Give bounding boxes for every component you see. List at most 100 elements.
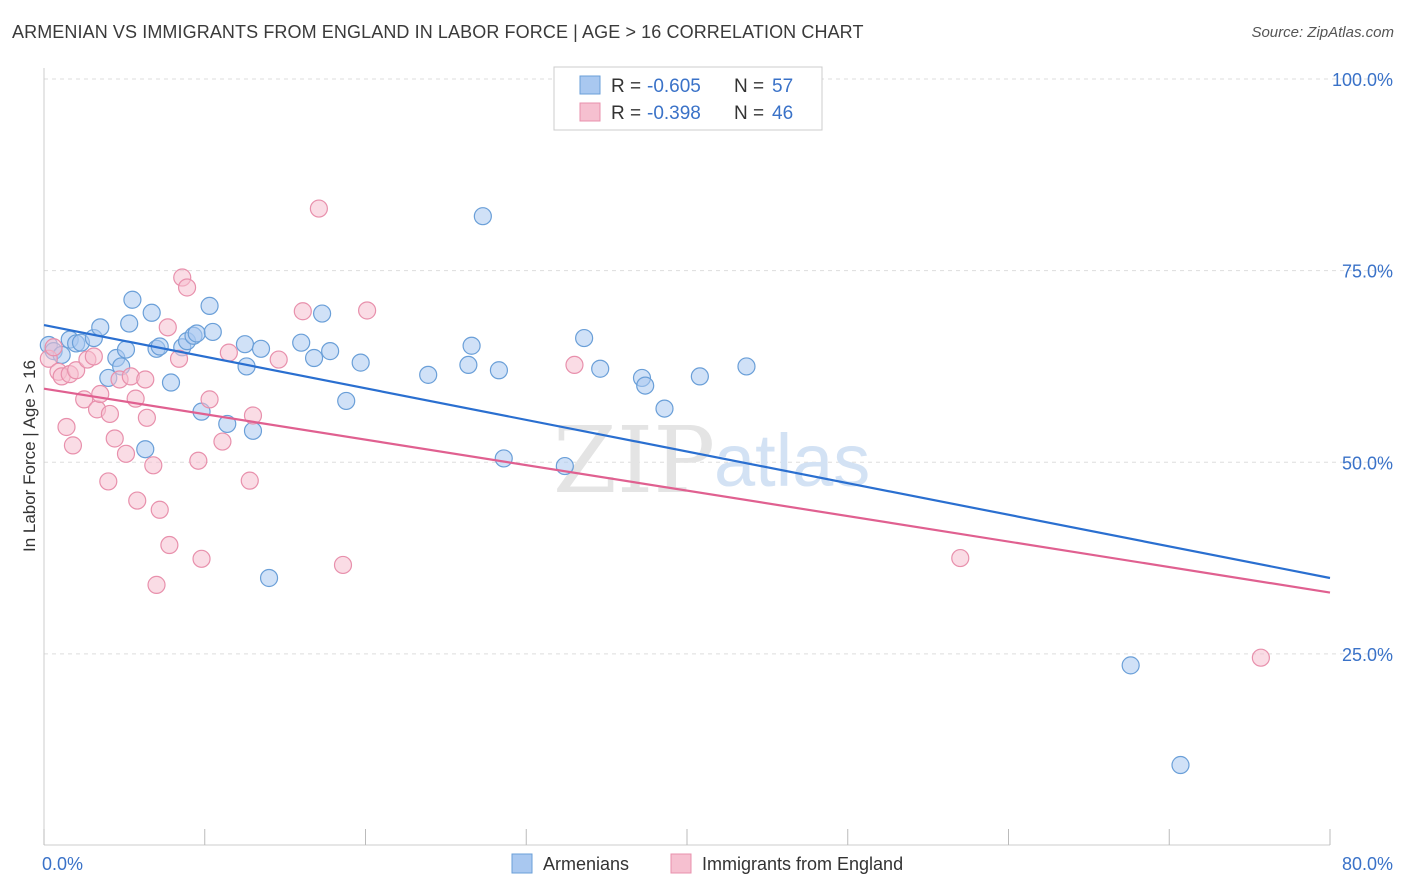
armenians-point	[116, 340, 136, 359]
y-tick-label: 50.0%	[1342, 453, 1393, 473]
armenians-point	[575, 328, 594, 348]
watermark: ZIP atlas	[553, 407, 870, 514]
armenians-point	[292, 333, 311, 352]
series-england-points	[39, 199, 1270, 667]
armenians-point	[200, 296, 219, 315]
armenians-point	[312, 304, 332, 323]
england-point	[84, 347, 103, 366]
armenians-point	[203, 322, 222, 342]
armenians-point	[351, 353, 370, 372]
trendline-england	[43, 387, 1331, 594]
armenians-point	[259, 568, 279, 588]
stats-swatch-england	[579, 102, 601, 122]
y-tick-labels: 25.0% 50.0% 75.0% 100.0%	[1332, 70, 1393, 665]
armenians-point	[489, 361, 509, 380]
england-point	[128, 491, 147, 510]
england-point	[333, 555, 353, 575]
england-point	[137, 408, 156, 427]
stats-r-value-2: -0.398	[647, 103, 701, 124]
y-tick-label: 25.0%	[1342, 645, 1393, 665]
england-point	[147, 575, 166, 594]
armenians-point	[655, 399, 674, 418]
england-point	[358, 301, 377, 320]
armenians-point	[91, 318, 110, 337]
england-point	[44, 338, 63, 357]
bottom-legend: Armenians Immigrants from England	[511, 853, 903, 874]
england-point	[1251, 648, 1270, 667]
legend-swatch-armenians	[511, 853, 533, 874]
source-note: Source: ZipAtlas.com	[1251, 24, 1394, 41]
chart-title: ARMENIAN VS IMMIGRANTS FROM ENGLAND IN L…	[12, 22, 864, 42]
armenians-point	[161, 373, 181, 392]
stats-swatch-armenians	[579, 75, 601, 95]
armenians-point	[337, 391, 356, 411]
stats-n-value-1: 57	[772, 76, 793, 97]
england-point	[136, 370, 155, 389]
y-tick-label: 100.0%	[1332, 70, 1393, 90]
armenians-point	[304, 348, 324, 368]
stats-r-label-2: R =	[611, 103, 641, 124]
armenians-point	[690, 367, 709, 386]
armenians-point	[123, 290, 142, 309]
armenians-point	[462, 336, 481, 355]
armenians-point	[459, 355, 478, 375]
england-point	[213, 432, 232, 451]
england-point	[91, 384, 110, 404]
stats-n-label-2: N =	[734, 103, 764, 124]
england-point	[192, 549, 211, 568]
england-point	[99, 472, 118, 491]
armenians-point	[187, 324, 206, 343]
x-tick-label-max: 80.0%	[1342, 854, 1393, 874]
trendline-armenians	[43, 323, 1331, 580]
armenians-point	[737, 357, 756, 376]
trendlines	[43, 323, 1331, 594]
armenians-point	[251, 339, 271, 358]
england-point	[158, 318, 177, 337]
england-point	[293, 302, 312, 321]
stats-r-value-1: -0.605	[647, 76, 701, 97]
watermark-zip: ZIP	[553, 407, 715, 514]
armenians-point	[1171, 755, 1190, 775]
armenians-point	[591, 359, 610, 378]
stats-n-label-1: N =	[734, 76, 764, 97]
armenians-point	[636, 376, 655, 395]
england-point	[951, 548, 970, 568]
armenians-point	[321, 342, 340, 361]
y-tick-label: 75.0%	[1342, 262, 1393, 282]
england-point	[243, 406, 263, 425]
england-point	[105, 429, 124, 448]
england-point	[565, 355, 584, 375]
england-point	[169, 349, 189, 368]
armenians-point	[142, 303, 161, 322]
legend-swatch-england	[670, 853, 692, 874]
legend-label-armenians: Armenians	[543, 854, 629, 874]
england-point	[189, 451, 208, 470]
legend-label-england: Immigrants from England	[702, 854, 903, 874]
england-point	[67, 361, 86, 380]
england-point	[150, 500, 169, 519]
england-point	[240, 471, 259, 490]
england-point	[116, 444, 136, 463]
armenians-point	[235, 335, 255, 354]
stats-r-label-1: R =	[611, 76, 641, 97]
armenians-point	[1121, 656, 1140, 675]
x-tick-label-min: 0.0%	[42, 854, 83, 874]
armenians-point	[243, 421, 263, 440]
england-point	[219, 343, 238, 362]
armenians-point	[494, 449, 513, 468]
stats-n-value-2: 46	[772, 103, 793, 124]
watermark-atlas: atlas	[714, 419, 870, 502]
england-point	[177, 278, 197, 297]
x-ticks	[43, 829, 1331, 845]
england-point	[309, 199, 328, 218]
england-point	[63, 436, 83, 455]
stats-legend: R = -0.605 N = 57 R = -0.398 N = 46	[553, 66, 823, 131]
england-point	[200, 390, 219, 409]
england-point	[100, 404, 120, 424]
england-point	[269, 350, 288, 369]
england-point	[160, 535, 179, 555]
england-point	[144, 456, 163, 475]
y-axis-title: In Labor Force | Age > 16	[20, 360, 39, 552]
armenians-point	[473, 207, 492, 226]
